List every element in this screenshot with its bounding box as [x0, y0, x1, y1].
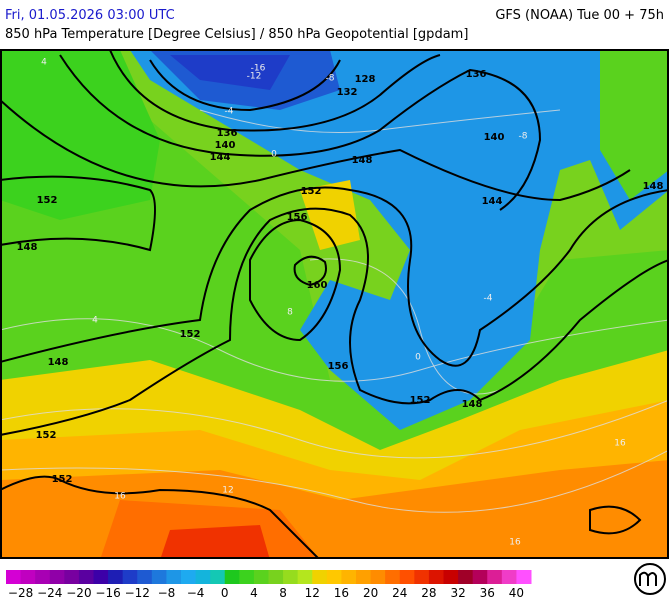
colorbar-swatch: [35, 570, 51, 584]
geopotential-label: 152: [52, 474, 73, 485]
colorbar-swatch: [166, 570, 182, 584]
temperature-label: 0: [415, 353, 421, 363]
geopotential-label: 140: [215, 140, 236, 151]
geopotential-label: 152: [36, 430, 57, 441]
temperature-label: 16: [114, 492, 126, 502]
colorbar-label: 16: [334, 586, 349, 600]
temperature-label: -8: [519, 132, 528, 142]
logo: [634, 563, 666, 595]
colorbar-swatch: [501, 570, 517, 584]
temperature-label: -16: [251, 64, 266, 74]
colorbar-label: −12: [125, 586, 150, 600]
colorbar-swatch: [283, 570, 299, 584]
temperature-label: 12: [222, 486, 233, 496]
colorbar-label: −16: [95, 586, 120, 600]
map: 1521481481521521521361401441321281481521…: [0, 49, 669, 559]
colorbar-label: 20: [363, 586, 378, 600]
colorbar-swatch: [370, 570, 386, 584]
temperature-label: 16: [509, 538, 521, 548]
geopotential-label: 136: [466, 69, 487, 80]
colorbar-swatch: [458, 570, 474, 584]
temperature-label: -8: [326, 74, 335, 84]
colorbar-swatch: [414, 570, 430, 584]
colorbar-label: 12: [305, 586, 320, 600]
temperature-label: -4: [225, 107, 234, 117]
colorbar-label: −20: [66, 586, 91, 600]
geopotential-label: 136: [217, 128, 238, 139]
colorbar-swatch: [137, 570, 153, 584]
colorbar-swatch: [224, 570, 240, 584]
geopotential-label: 160: [307, 280, 328, 291]
colorbar-label: −8: [158, 586, 176, 600]
geopotential-label: 132: [337, 87, 358, 98]
geopotential-label: 152: [301, 186, 322, 197]
subtitle: 850 hPa Temperature [Degree Celsius] / 8…: [5, 27, 468, 42]
colorbar-swatch: [443, 570, 459, 584]
colorbar-swatch: [122, 570, 138, 584]
geopotential-label: 148: [352, 155, 373, 166]
temperature-label: 0: [271, 150, 277, 160]
colorbar-swatch: [341, 570, 357, 584]
model-run: GFS (NOAA) Tue 00 + 75h: [495, 8, 664, 23]
valid-time: Fri, 01.05.2026 03:00 UTC: [5, 8, 175, 23]
colorbar-swatch: [312, 570, 328, 584]
colorbar-swatch: [385, 570, 401, 584]
colorbar-swatch: [195, 570, 211, 584]
colorbar-swatch: [516, 570, 532, 584]
colorbar-swatch: [64, 570, 80, 584]
geopotential-label: 148: [462, 399, 483, 410]
colorbar-swatch: [399, 570, 415, 584]
temperature-label: -4: [484, 294, 493, 304]
temperature-label: -12: [247, 72, 262, 82]
geopotential-label: 128: [355, 74, 376, 85]
colorbar-swatch: [487, 570, 503, 584]
colorbar-swatch: [253, 570, 269, 584]
colorbar-label: 40: [509, 586, 524, 600]
geopotential-label: 152: [37, 195, 58, 206]
colorbar-label: 24: [392, 586, 407, 600]
geopotential-label: 152: [180, 329, 201, 340]
colorbar-swatch: [428, 570, 444, 584]
colorbar-swatch: [6, 570, 22, 584]
colorbar-swatch: [20, 570, 36, 584]
colorbar-label: 4: [250, 586, 258, 600]
temperature-label: 4: [92, 316, 98, 326]
colorbar-swatch: [210, 570, 226, 584]
colorbar-swatch: [151, 570, 167, 584]
geopotential-label: 148: [17, 242, 38, 253]
colorbar-label: 8: [279, 586, 287, 600]
colorbar-swatch: [108, 570, 124, 584]
colorbar-label: 32: [450, 586, 465, 600]
temperature-label: 8: [287, 308, 293, 318]
colorbar-swatch: [268, 570, 284, 584]
geopotential-label: 144: [482, 196, 503, 207]
colorbar-label: 0: [221, 586, 229, 600]
colorbar-swatch: [472, 570, 488, 584]
geopotential-label: 156: [287, 212, 308, 223]
geopotential-label: 140: [484, 132, 505, 143]
temperature-label: 16: [614, 439, 626, 449]
geopotential-label: 152: [410, 395, 431, 406]
colorbar-label: 36: [480, 586, 495, 600]
geopotential-label: 156: [328, 361, 349, 372]
colorbar-swatch: [93, 570, 109, 584]
colorbar-swatch: [356, 570, 372, 584]
colorbar-swatch: [78, 570, 94, 584]
colorbar: −28 −24 −20 −16 −12 −8 −4 0 4 8 12 16 20 24 28 32 36 40: [6, 570, 532, 600]
colorbar-swatch: [326, 570, 342, 584]
colorbar-swatch: [239, 570, 255, 584]
colorbar-swatch: [49, 570, 65, 584]
colorbar-label: −28: [8, 586, 33, 600]
geopotential-label: 148: [643, 181, 664, 192]
colorbar-label: 28: [421, 586, 436, 600]
temperature-label: 4: [41, 58, 47, 68]
geopotential-label: 148: [48, 357, 69, 368]
colorbar-label: −4: [187, 586, 205, 600]
geopotential-label: 144: [210, 152, 231, 163]
colorbar-label: −24: [37, 586, 62, 600]
colorbar-swatch: [181, 570, 197, 584]
colorbar-swatch: [297, 570, 313, 584]
